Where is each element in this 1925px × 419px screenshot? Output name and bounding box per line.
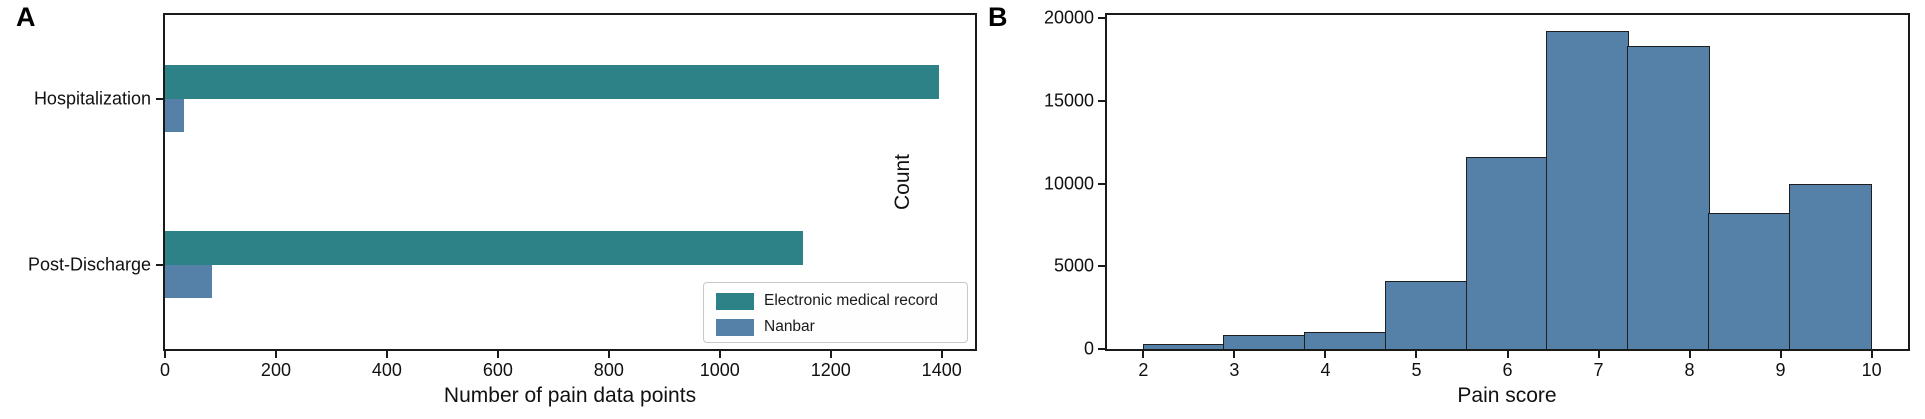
panel-a-x-tick-label: 1200: [810, 360, 851, 380]
panel-b-y-tick-label: 5000: [1053, 255, 1094, 276]
hist-bar-6: [1627, 46, 1710, 349]
panel-a-x-tick: [274, 351, 277, 358]
hist-bar-7: [1708, 213, 1791, 349]
panel-a-category-label: Hospitalization: [33, 88, 151, 109]
bar-nanbar-0: [165, 99, 185, 133]
panel-b-x-tick-label: 6: [1502, 360, 1513, 380]
panel-a-x-tick-label: 800: [593, 360, 624, 380]
hist-bar-5: [1546, 31, 1629, 349]
panel-a-x-tick-label: 0: [159, 360, 171, 380]
legend-item-emr: Electronic medical record: [716, 292, 938, 310]
panel-a-x-tick-label: 1000: [699, 360, 740, 380]
panel-b-y-tick-label: 20000: [1043, 7, 1094, 28]
panel-b-x-tick: [1415, 351, 1418, 358]
panel-a-x-tick-label: 400: [371, 360, 402, 380]
panel-a-x-tick: [607, 351, 610, 358]
panel-a-x-tick-label: 1400: [921, 360, 962, 380]
legend: Electronic medical record Nanbar: [703, 282, 968, 343]
hist-bar-0: [1143, 344, 1225, 349]
panel-a-x-tick: [718, 351, 721, 358]
hist-bar-2: [1303, 331, 1387, 349]
panel-b-x-tick-label: 7: [1593, 360, 1604, 380]
panel-b-x-tick: [1324, 351, 1327, 358]
panel-b-y-tick: [1098, 182, 1105, 185]
panel-b-x-tick-label: 5: [1411, 360, 1422, 380]
panel-b-y-tick: [1098, 99, 1105, 102]
panel-b-plot-area: [1105, 13, 1910, 351]
panel-a-x-tick: [164, 351, 166, 358]
panel-b-x-tick: [1688, 351, 1691, 358]
panel-b-y-axis-label: Count: [891, 153, 914, 211]
panel-b-x-tick-label: 10: [1861, 360, 1882, 380]
panel-b-x-tick: [1870, 351, 1873, 358]
panel-a-x-tick: [940, 351, 943, 358]
panel-a-plot-area: Electronic medical record Nanbar: [163, 13, 977, 351]
panel-a-x-tick-label: 600: [482, 360, 513, 380]
legend-label-nanbar: Nanbar: [764, 318, 815, 335]
panel-b-x-tick-label: 2: [1138, 360, 1149, 380]
panel-b-x-tick: [1597, 351, 1600, 358]
panel-a-x-tick: [496, 351, 499, 358]
panel-b-x-tick-label: 8: [1684, 360, 1695, 380]
panel-b-x-tick: [1506, 351, 1509, 358]
hist-bar-4: [1465, 157, 1548, 349]
hist-bar-3: [1384, 281, 1468, 349]
panel-b-x-tick: [1233, 351, 1236, 358]
panel-a-y-tick: [156, 98, 163, 101]
legend-item-nanbar: Nanbar: [716, 318, 815, 336]
panel-a-x-tick-label: 200: [260, 360, 291, 380]
panel-b-x-tick: [1142, 351, 1145, 358]
panel-b-y-tick-label: 10000: [1043, 173, 1094, 193]
hist-bar-8: [1789, 183, 1872, 349]
panel-b-x-axis-label: Pain score: [1457, 384, 1557, 407]
bar-emr-1: [165, 230, 803, 265]
panel-b-x-tick-label: 4: [1320, 360, 1331, 380]
panel-b-y-tick: [1098, 348, 1105, 350]
hist-bar-1: [1222, 334, 1306, 349]
panel-a-y-tick: [156, 263, 163, 266]
panel-b-x-tick: [1779, 351, 1782, 358]
bar-emr-0: [165, 65, 939, 100]
panel-a-letter: A: [16, 2, 36, 32]
legend-swatch-emr: [716, 292, 754, 310]
panel-b-x-tick-label: 3: [1229, 360, 1240, 380]
panel-b-y-tick: [1098, 17, 1105, 19]
legend-swatch-nanbar: [716, 318, 754, 336]
panel-b-letter: B: [988, 2, 1008, 32]
panel-a-x-tick: [385, 351, 388, 358]
panel-b-y-tick-label: 0: [1083, 338, 1094, 359]
panel-b-x-tick-label: 9: [1775, 360, 1786, 380]
panel-a-x-axis-label: Number of pain data points: [443, 384, 697, 407]
panel-a-x-tick: [829, 351, 832, 358]
panel-a-category-label: Post-Discharge: [27, 254, 151, 275]
legend-label-emr: Electronic medical record: [764, 292, 939, 309]
panel-b-y-tick: [1098, 265, 1105, 268]
panel-b-y-tick-label: 15000: [1043, 90, 1094, 111]
bar-nanbar-1: [165, 264, 213, 298]
